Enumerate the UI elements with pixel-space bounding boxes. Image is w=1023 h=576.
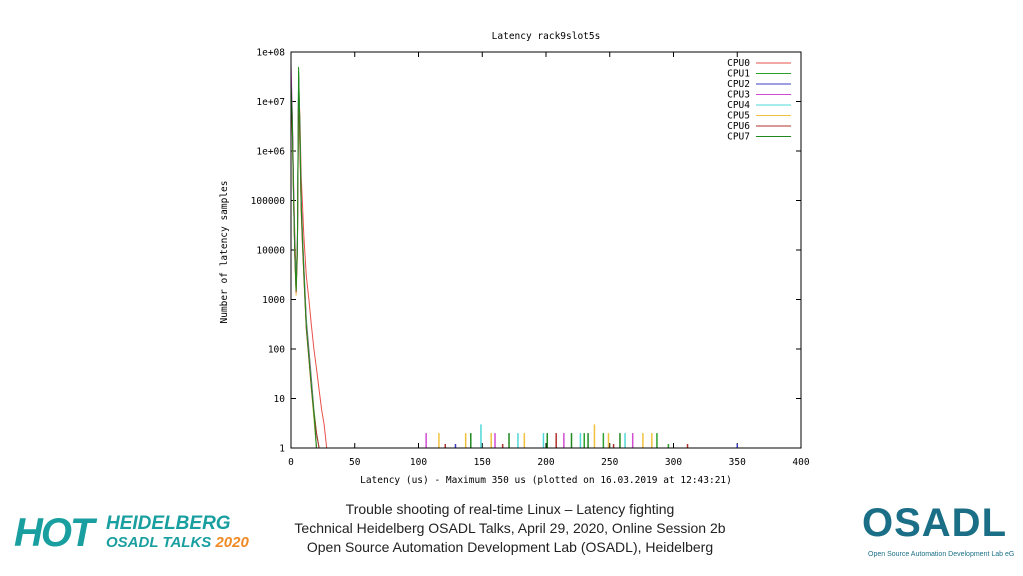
osadl-logo-word: OSADL (862, 501, 1007, 545)
osadl-logo: OSADL Open Source Automation Development… (858, 497, 1018, 567)
legend-label: CPU1 (727, 69, 750, 80)
y-tick-label: 10000 (256, 246, 285, 257)
plot-frame (290, 51, 802, 449)
hot-logo-word: HOT (14, 511, 94, 555)
y-tick-label: 1e+07 (256, 97, 285, 108)
x-axis-label: Latency (us) - Maximum 350 us (plotted o… (360, 475, 732, 486)
x-tick-label: 400 (792, 457, 809, 468)
y-axis-label: Number of latency samples (219, 181, 230, 324)
y-tick-label: 1e+06 (256, 147, 285, 158)
y-tick-label: 1e+08 (256, 48, 285, 59)
legend-label: CPU4 (727, 100, 750, 111)
footer-event: Technical Heidelberg OSADL Talks, April … (294, 520, 726, 536)
hot-logo: HOT HEIDELBERG OSADL TALKS 2020 (14, 510, 249, 558)
legend-label: CPU2 (727, 79, 750, 90)
chart-title: Latency rack9slot5s (492, 31, 601, 42)
legend-label: CPU3 (727, 90, 750, 101)
y-tick-label: 100 (268, 345, 285, 356)
footer-organizer: Open Source Automation Development Lab (… (306, 539, 714, 555)
y-tick-label: 10 (274, 394, 286, 405)
x-tick-label: 300 (665, 457, 682, 468)
legend-label: CPU0 (727, 58, 750, 69)
legend-label: CPU7 (727, 132, 750, 143)
x-tick-label: 100 (410, 457, 427, 468)
x-tick-label: 250 (601, 457, 618, 468)
series-lines (290, 62, 738, 449)
y-tick-label: 1 (279, 444, 285, 455)
legend-label: CPU6 (727, 121, 750, 132)
latency-chart: Latency rack9slot5s Number of latency sa… (219, 31, 810, 486)
legend-label: CPU5 (727, 111, 750, 122)
hot-logo-year: 2020 (215, 534, 249, 551)
x-tick-label: 200 (537, 457, 554, 468)
x-tick-label: 0 (288, 457, 294, 468)
footer-title: Trouble shooting of real-time Linux – La… (345, 501, 675, 517)
hot-logo-talks: OSADL TALKS (106, 534, 216, 551)
hot-logo-line2: OSADL TALKS 2020 (106, 534, 249, 552)
y-tick-label: 100000 (251, 196, 286, 207)
x-tick-label: 150 (474, 457, 491, 468)
x-tick-label: 50 (349, 457, 361, 468)
hot-logo-line1: HEIDELBERG (106, 513, 231, 534)
x-tick-label: 350 (729, 457, 746, 468)
series-line-cpu7 (290, 66, 317, 449)
y-tick-label: 1000 (262, 295, 285, 306)
tick-marks: 0 50 100 150 200 250 300 350 400 1 10 100 1000 10000 1… (251, 48, 810, 469)
osadl-logo-subtitle: Open Source Automation Development Lab e… (868, 551, 1015, 558)
